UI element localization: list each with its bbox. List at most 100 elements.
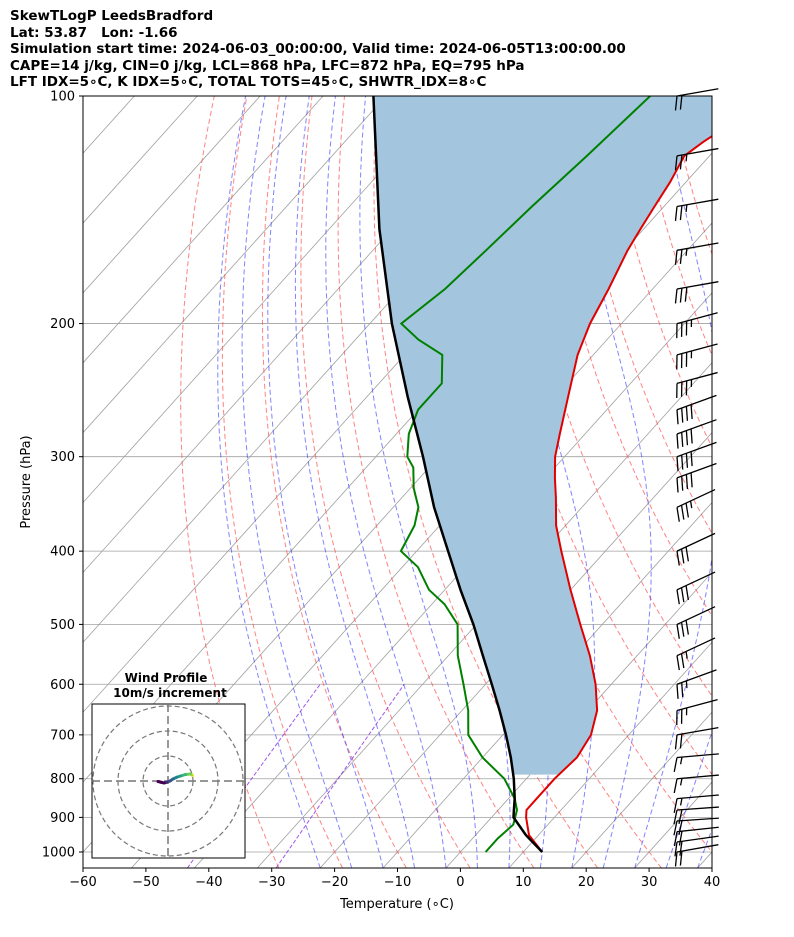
y-axis-label: Pressure (hPa) — [19, 435, 34, 528]
x-tick-label: 10 — [515, 875, 532, 890]
isotherm-line — [83, 96, 261, 294]
x-tick-label: 40 — [704, 875, 721, 890]
dry-adiabat — [373, 96, 599, 868]
barb-shaft — [676, 441, 717, 458]
wind-barb — [674, 844, 719, 867]
wind-barb — [676, 571, 716, 605]
dry-adiabat — [735, 96, 794, 868]
y-tick-label: 300 — [50, 450, 75, 465]
barb-half-feather — [679, 798, 683, 806]
barb-full-feather — [690, 404, 693, 420]
dry-adiabat — [702, 96, 712, 138]
wind-barb — [674, 281, 719, 304]
isotherm-line — [760, 96, 794, 868]
wind-barb — [676, 394, 717, 425]
barb-shaft — [676, 637, 716, 657]
wind-barb — [676, 669, 717, 699]
barb-full-feather — [676, 433, 679, 449]
x-tick-label: −30 — [258, 875, 285, 890]
isotherm-line — [83, 96, 387, 434]
isotherm-line — [382, 501, 712, 868]
barb-full-feather — [681, 432, 684, 447]
barb-shaft — [676, 462, 717, 479]
chart-title: SkewTLogP LeedsBradford — [10, 8, 214, 24]
barb-half-feather — [679, 756, 683, 765]
dry-adiabat — [768, 96, 794, 868]
barb-shaft — [676, 343, 718, 356]
barb-shaft — [676, 826, 719, 833]
hodograph-inset: Wind Profile 10m/s increment — [91, 671, 246, 859]
x-tick-label: −10 — [384, 875, 411, 890]
barb-full-feather — [674, 851, 678, 867]
barb-full-feather — [681, 454, 684, 470]
barb-full-feather — [678, 831, 683, 846]
barb-full-feather — [679, 841, 683, 856]
barb-shaft — [676, 699, 718, 712]
wind-barb — [676, 488, 716, 522]
barb-shaft — [676, 571, 716, 591]
barb-shaft — [676, 488, 716, 508]
barb-full-feather — [685, 474, 689, 490]
indices-line-1: CAPE=14 j/kg, CIN=0 j/kg, LCL=868 hPa, L… — [10, 57, 525, 74]
dry-adiabat — [669, 96, 712, 256]
profiles — [372, 96, 712, 853]
moist-adiabat — [359, 96, 478, 868]
isotherm-line — [508, 641, 712, 868]
wind-barbs — [673, 88, 719, 867]
dry-adiabat — [337, 96, 535, 868]
dry-adiabat — [300, 96, 471, 868]
x-axis-label: Temperature (∘C) — [339, 897, 454, 912]
barb-full-feather — [685, 453, 689, 468]
barb-full-feather — [674, 841, 678, 857]
barb-full-feather — [674, 206, 678, 222]
barb-full-feather — [679, 288, 683, 303]
y-tick-label: 500 — [50, 618, 75, 633]
isotherm-line — [83, 96, 450, 504]
barb-full-feather — [690, 472, 693, 488]
wind-barb — [676, 462, 717, 493]
chart-header: SkewTLogP LeedsBradford Lat: 53.87 Lon: … — [10, 8, 626, 91]
wind-barb — [676, 343, 718, 370]
moist-adiabat — [665, 730, 712, 868]
barb-shaft — [676, 242, 719, 251]
barb-full-feather — [674, 95, 678, 111]
barb-half-feather — [685, 248, 688, 256]
barb-full-feather — [685, 430, 689, 446]
barb-full-feather — [679, 249, 683, 264]
barb-full-feather — [681, 682, 684, 698]
wind-barb — [676, 419, 717, 449]
barb-full-feather — [684, 287, 688, 302]
y-tick-label: 600 — [50, 678, 75, 693]
y-tick-label: 400 — [50, 545, 75, 560]
x-tick-label: −50 — [132, 875, 159, 890]
barb-full-feather — [673, 820, 678, 836]
x-tick-label: 0 — [456, 875, 464, 890]
moist-adiabat — [569, 96, 652, 868]
barb-full-feather — [681, 476, 684, 491]
isotherm-line — [319, 432, 712, 868]
barb-shaft — [676, 669, 717, 685]
barb-shaft — [676, 806, 719, 811]
barb-full-feather — [680, 505, 685, 520]
hodograph-segment — [156, 780, 163, 784]
barb-shaft — [676, 532, 716, 552]
barb-full-feather — [685, 585, 689, 601]
dry-adiabat — [180, 96, 280, 868]
barb-half-feather — [685, 204, 688, 213]
wind-barb — [676, 637, 716, 671]
isotherm-line — [256, 362, 712, 868]
barb-shaft — [676, 753, 719, 759]
x-tick-label: 30 — [641, 875, 658, 890]
y-tick-label: 1000 — [42, 845, 75, 860]
barb-full-feather — [673, 831, 678, 847]
moist-adiabat — [325, 96, 447, 868]
barb-half-feather — [685, 680, 688, 689]
barb-full-feather — [676, 551, 680, 566]
barb-full-feather — [679, 205, 683, 221]
barb-full-feather — [676, 655, 680, 671]
barb-full-feather — [673, 757, 678, 772]
barb-full-feather — [673, 778, 678, 794]
barb-full-feather — [676, 477, 679, 493]
dry-adiabat — [261, 96, 407, 868]
dry-adiabat — [571, 96, 712, 535]
